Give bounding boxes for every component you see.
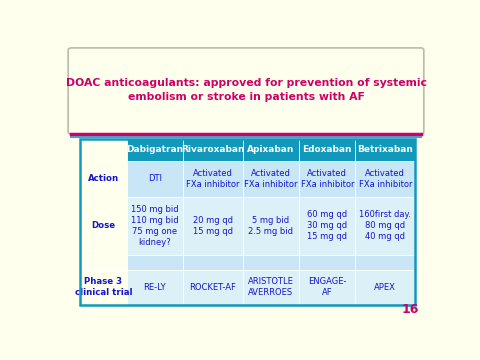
Bar (299, 255, 356, 270)
Text: 16: 16 (402, 303, 419, 316)
Text: Action: Action (88, 174, 119, 183)
Bar (127, 197, 183, 255)
Bar (356, 197, 415, 255)
Bar (81, 255, 127, 270)
Text: APEX: APEX (374, 283, 396, 292)
Bar (356, 255, 415, 270)
Text: 60 mg qd
30 mg qd
15 mg qd: 60 mg qd 30 mg qd 15 mg qd (307, 210, 348, 242)
Bar (243, 270, 299, 305)
Text: DTI: DTI (148, 174, 162, 183)
Bar (299, 197, 356, 255)
Bar (127, 270, 183, 305)
Text: ARISTOTLE
AVERROES: ARISTOTLE AVERROES (248, 277, 294, 297)
Bar (127, 255, 183, 270)
Text: Rivaroxaban: Rivaroxaban (181, 145, 245, 154)
Text: Apixaban: Apixaban (247, 145, 295, 154)
Text: 5 mg bid
2.5 mg bid: 5 mg bid 2.5 mg bid (249, 216, 293, 236)
Bar (183, 139, 243, 161)
Bar (243, 255, 299, 270)
Bar (356, 139, 415, 161)
Text: Edoxaban: Edoxaban (302, 145, 352, 154)
Bar (183, 255, 243, 270)
Text: 20 mg qd
15 mg qd: 20 mg qd 15 mg qd (193, 216, 233, 236)
Text: Dabigatran: Dabigatran (126, 145, 183, 154)
Text: 160first day.
80 mg qd
40 mg qd: 160first day. 80 mg qd 40 mg qd (360, 210, 411, 242)
Bar (183, 270, 243, 305)
Text: DOAC anticoagulants: approved for prevention of systemic
embolism or stroke in p: DOAC anticoagulants: approved for preven… (65, 78, 427, 102)
Bar (127, 161, 183, 197)
Text: Betrixaban: Betrixaban (358, 145, 413, 154)
Bar (81, 197, 127, 255)
Bar (243, 197, 299, 255)
Bar (299, 270, 356, 305)
Bar (183, 161, 243, 197)
Bar (183, 197, 243, 255)
Bar (81, 161, 127, 197)
Text: Phase 3
clinical trial: Phase 3 clinical trial (75, 277, 132, 297)
Bar (127, 139, 183, 161)
Text: ROCKET-AF: ROCKET-AF (190, 283, 236, 292)
Bar (243, 161, 299, 197)
Text: Dose: Dose (92, 221, 116, 230)
Bar (81, 270, 127, 305)
Bar (81, 139, 415, 305)
Text: Activated
FXa inhibitor: Activated FXa inhibitor (359, 169, 412, 189)
Bar (356, 161, 415, 197)
Bar (299, 161, 356, 197)
FancyBboxPatch shape (68, 48, 424, 134)
Text: RE-LY: RE-LY (144, 283, 166, 292)
Text: Activated
FXa inhibitor: Activated FXa inhibitor (244, 169, 298, 189)
Text: Activated
FXa inhibitor: Activated FXa inhibitor (186, 169, 240, 189)
Bar (243, 139, 299, 161)
Bar (356, 270, 415, 305)
Text: 150 mg bid
110 mg bid
75 mg one
kidney?: 150 mg bid 110 mg bid 75 mg one kidney? (131, 205, 179, 247)
Bar (81, 139, 127, 161)
Text: ENGAGE-
AF: ENGAGE- AF (308, 277, 347, 297)
Bar (299, 139, 356, 161)
Text: Activated
FXa inhibitor: Activated FXa inhibitor (300, 169, 354, 189)
